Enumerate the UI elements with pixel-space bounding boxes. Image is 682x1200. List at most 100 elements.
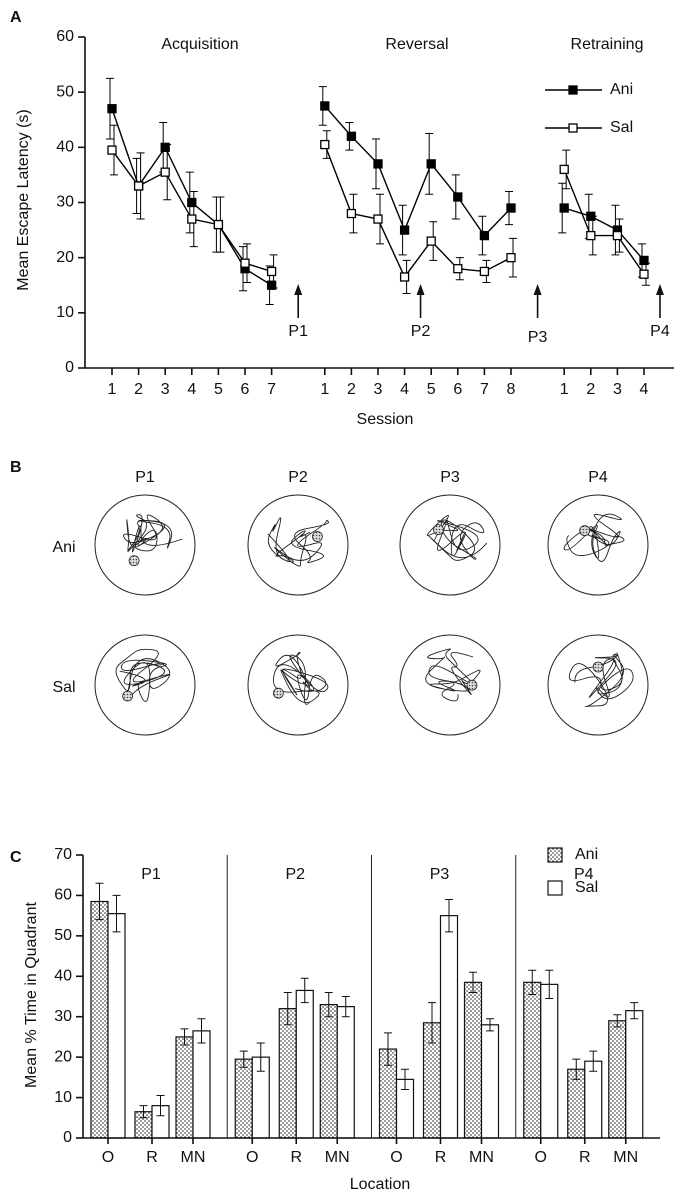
row-label: Sal: [52, 679, 75, 696]
error-bar: [428, 1002, 436, 1044]
swim-path: [426, 514, 488, 561]
group-label: P1: [141, 866, 161, 883]
y-tick-label: 0: [65, 359, 74, 376]
error-bar: [139, 1105, 148, 1119]
y-tick-label: 60: [56, 28, 74, 45]
series-line: [563, 207, 645, 261]
platform: [122, 690, 134, 702]
marker: [453, 264, 463, 274]
panel-letter: C: [10, 849, 22, 866]
error-bar: [401, 1068, 409, 1090]
platform: [312, 531, 323, 542]
group-label: P2: [285, 866, 305, 883]
panel-letter: B: [10, 459, 22, 476]
bar: [608, 1020, 627, 1139]
bar: [295, 989, 314, 1139]
bar: [439, 915, 459, 1139]
x-tick-label: 4: [187, 381, 196, 398]
marker: [107, 145, 117, 155]
error-bar: [589, 1050, 598, 1072]
x-tick-label: 5: [427, 381, 436, 398]
x-tick-label: R: [435, 1149, 447, 1166]
y-tick-label: 60: [54, 887, 72, 904]
bar: [463, 981, 483, 1139]
marker: [373, 214, 383, 224]
error-bar: [545, 969, 554, 1000]
section-label: Reversal: [385, 36, 448, 53]
x-tick-label: 1: [560, 381, 569, 398]
error-bar: [469, 971, 477, 993]
x-axis-label: Session: [357, 411, 414, 428]
probe-label: P1: [288, 323, 308, 340]
x-tick-label: 3: [161, 381, 170, 398]
group-label: P3: [430, 866, 450, 883]
error-bar: [486, 1018, 494, 1032]
legend-label: Ani: [610, 81, 633, 98]
pool: [399, 494, 501, 596]
error-bar: [630, 1002, 639, 1020]
bar: [584, 1060, 603, 1139]
legend-label: Sal: [575, 879, 598, 896]
y-tick-label: 70: [54, 846, 72, 863]
x-tick-label: 3: [613, 381, 622, 398]
marker: [639, 255, 649, 266]
x-tick-label: R: [290, 1149, 302, 1166]
marker: [266, 266, 277, 277]
swim-path: [115, 648, 171, 702]
y-tick-label: 50: [54, 927, 72, 944]
series-line: [111, 149, 272, 273]
y-axis-label: Mean % Time in Quadrant: [23, 902, 40, 1088]
marker: [559, 164, 569, 175]
marker: [133, 181, 144, 191]
bar: [319, 1003, 338, 1139]
probe-arrow-head: [655, 284, 664, 295]
marker: [346, 208, 357, 219]
error-bar: [156, 1095, 165, 1117]
bar: [540, 983, 559, 1139]
bar: [175, 1036, 194, 1139]
platform: [128, 555, 140, 567]
y-tick-label: 30: [56, 194, 74, 211]
marker: [479, 266, 490, 277]
panel-letter: A: [10, 9, 22, 26]
x-tick-label: 8: [507, 381, 516, 398]
swim-path: [123, 514, 183, 553]
legend-label: Sal: [610, 119, 633, 136]
marker: [586, 230, 596, 241]
x-tick-label: MN: [469, 1149, 494, 1166]
x-tick-label: O: [246, 1149, 258, 1166]
bar: [90, 900, 109, 1139]
error-bar: [239, 1050, 248, 1068]
error-bar: [197, 1018, 206, 1044]
x-tick-label: 5: [214, 381, 223, 398]
pool: [94, 494, 196, 596]
x-tick-label: 7: [480, 381, 489, 398]
error-bar: [95, 882, 104, 921]
marker: [107, 104, 117, 114]
legend-label: Ani: [575, 846, 598, 863]
x-tick-label: R: [146, 1149, 158, 1166]
x-tick-label: 7: [267, 381, 276, 398]
x-tick-label: O: [535, 1149, 547, 1166]
probe-label: P4: [650, 323, 670, 340]
bar: [336, 1006, 355, 1139]
section-label: Retraining: [571, 36, 644, 53]
marker: [399, 272, 410, 282]
error-bar: [613, 1014, 622, 1028]
bar: [278, 1008, 297, 1139]
swim-path: [272, 652, 329, 705]
bar: [192, 1030, 211, 1139]
pool: [547, 634, 649, 736]
probe-arrow-head: [533, 284, 542, 295]
marker: [346, 131, 357, 141]
legend-marker: [568, 123, 578, 133]
y-tick-label: 20: [54, 1048, 72, 1065]
y-axis-label: Mean Escape Latency (s): [15, 109, 32, 290]
marker: [639, 269, 649, 279]
pool: [94, 634, 196, 736]
error-bar: [112, 894, 121, 933]
marker: [266, 280, 277, 290]
platform: [273, 687, 284, 699]
legend-swatch: [547, 880, 563, 896]
